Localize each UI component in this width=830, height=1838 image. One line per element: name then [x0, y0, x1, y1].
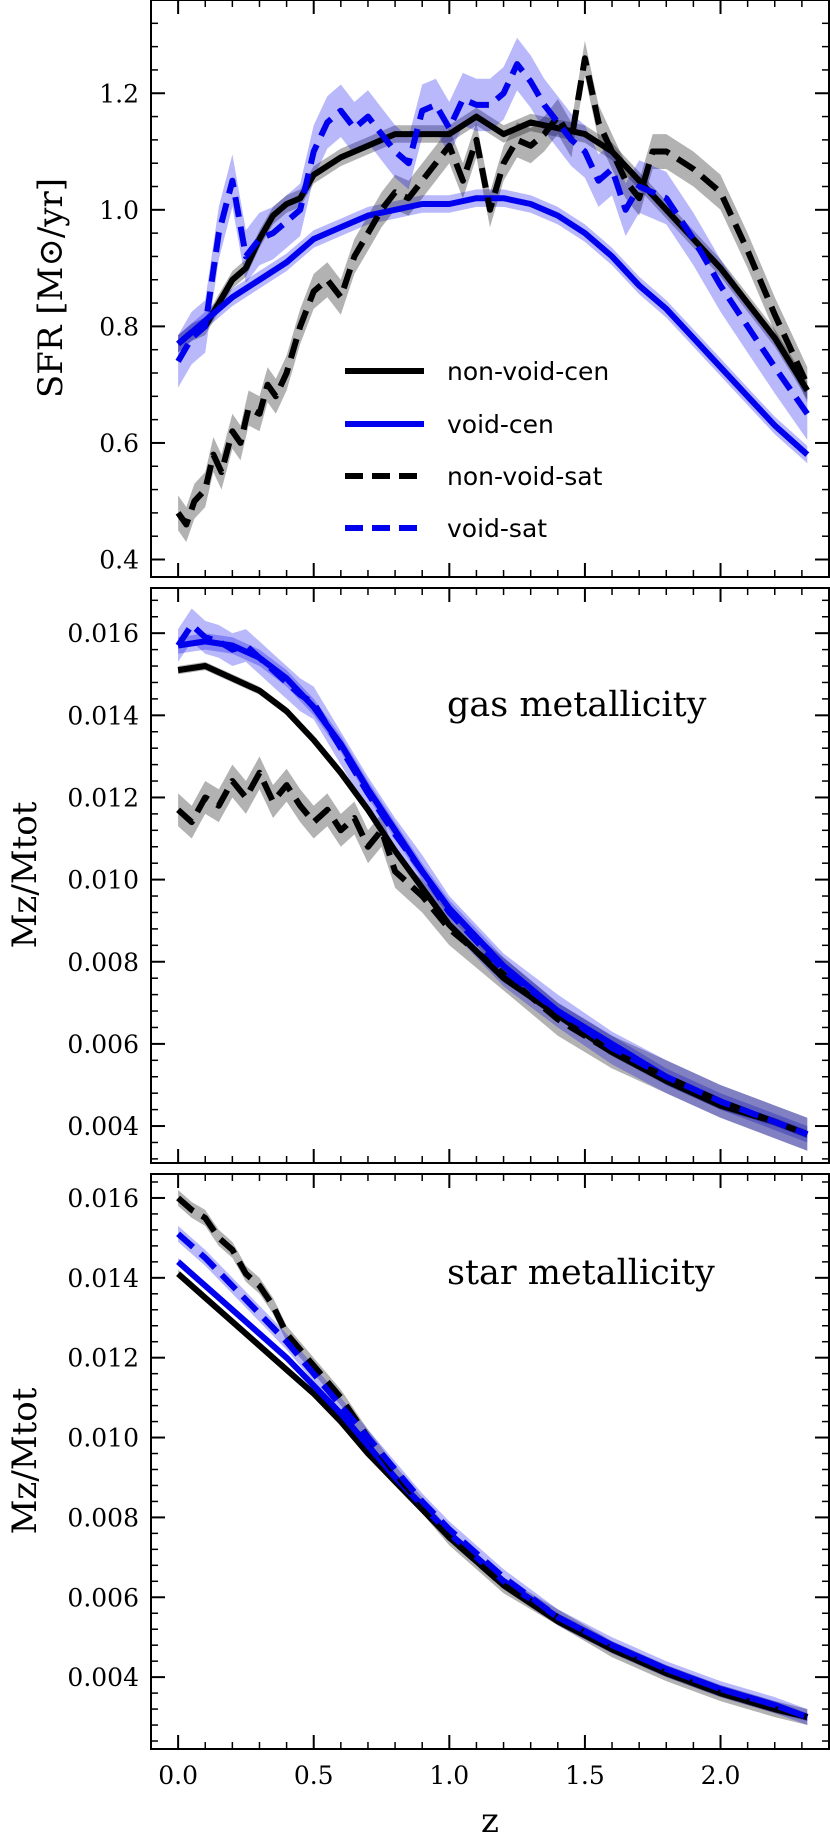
line-void-sat [176, 1231, 809, 1720]
y-tick-label: 0.014 [67, 1264, 139, 1293]
x-tick-label: 0.0 [158, 1761, 198, 1790]
y-tick-label: 0.010 [67, 866, 139, 895]
y-tick-label: 0.004 [67, 1663, 139, 1692]
y-tick-label: 0.6 [99, 429, 139, 458]
line-non-void-cen [177, 663, 809, 1138]
line-void-sat [175, 622, 809, 1138]
y-tick-label: 0.008 [67, 948, 139, 977]
panel-sfr-ylabel: SFR [M⊙/yr] [31, 178, 71, 398]
panel-star-frame [150, 1173, 830, 1750]
x-tick-label: 1.5 [565, 1761, 605, 1790]
y-tick-label: 1.2 [99, 79, 139, 108]
x-tick-label: 0.5 [294, 1761, 334, 1790]
panel-star: 0.004 0.006 0.008 0.010 0.012 0.014 0.016 Mz/M… [5, 1173, 830, 1750]
panel-gas-ylabel: Mz/Mtot [5, 801, 45, 948]
y-tick-label: 0.010 [67, 1424, 139, 1453]
y-tick-label: 0.008 [67, 1503, 139, 1532]
y-tick-label: 0.012 [67, 783, 139, 812]
panel-gas-ticks: 0.004 0.006 0.008 0.010 0.012 0.014 0.016 [67, 588, 830, 1163]
legend: non-void-cen void-cen non-void-sat void-… [345, 357, 609, 543]
y-tick-label: 0.016 [67, 619, 139, 648]
line-non-void-sat [176, 769, 809, 1138]
legend-label-void-cen: void-cen [447, 410, 554, 439]
y-tick-label: 0.016 [67, 1184, 139, 1213]
legend-label-non-void-cen: non-void-cen [447, 357, 609, 386]
panel-sfr-ticks: 0.4 0.6 0.8 1.0 1.2 [99, 0, 830, 577]
legend-label-void-sat: void-sat [447, 514, 547, 543]
y-tick-label: 0.006 [67, 1583, 139, 1612]
y-tick-label: 0.006 [67, 1030, 139, 1059]
x-tick-label: 2.0 [701, 1761, 741, 1790]
panel-sfr-frame [150, 0, 830, 578]
y-tick-label: 0.8 [99, 312, 139, 341]
legend-label-non-void-sat: non-void-sat [447, 462, 603, 491]
panel-gas-series [175, 608, 809, 1151]
band-void-sat [178, 37, 808, 441]
panel-star-ticks: 0.004 0.006 0.008 0.010 0.012 0.014 0.016 [67, 1174, 830, 1749]
panel-gas: 0.004 0.006 0.008 0.010 0.012 0.014 0.016 Mz/M… [5, 587, 830, 1164]
line-non-void-sat [175, 55, 811, 528]
line-non-void-cen [176, 113, 810, 393]
panel-gas-frame [150, 587, 830, 1164]
panel-sfr: 0.4 0.6 0.8 1.0 1.2 SFR [M⊙/yr] non-void-cen… [31, 0, 830, 578]
panel-star-series [176, 1190, 809, 1725]
y-tick-label: 0.4 [99, 546, 139, 575]
x-tick-labels: 0.0 0.5 1.0 1.5 2.0 [158, 1761, 740, 1790]
line-void-sat [175, 61, 810, 416]
y-tick-label: 0.014 [67, 701, 139, 730]
band-non-void-cen [178, 1269, 808, 1721]
x-axis-label: z [481, 1801, 499, 1838]
line-non-void-cen [176, 1271, 809, 1721]
x-tick-label: 1.0 [429, 1761, 469, 1790]
y-tick-label: 1.0 [99, 196, 139, 225]
panel-star-annotation: star metallicity [447, 1253, 715, 1293]
panel-sfr-series [175, 37, 811, 543]
y-tick-label: 0.012 [67, 1344, 139, 1373]
band-non-void-cen [178, 661, 808, 1139]
panel-gas-annotation: gas metallicity [447, 685, 707, 725]
y-tick-label: 0.004 [67, 1112, 139, 1141]
panel-star-ylabel: Mz/Mtot [5, 1387, 45, 1534]
